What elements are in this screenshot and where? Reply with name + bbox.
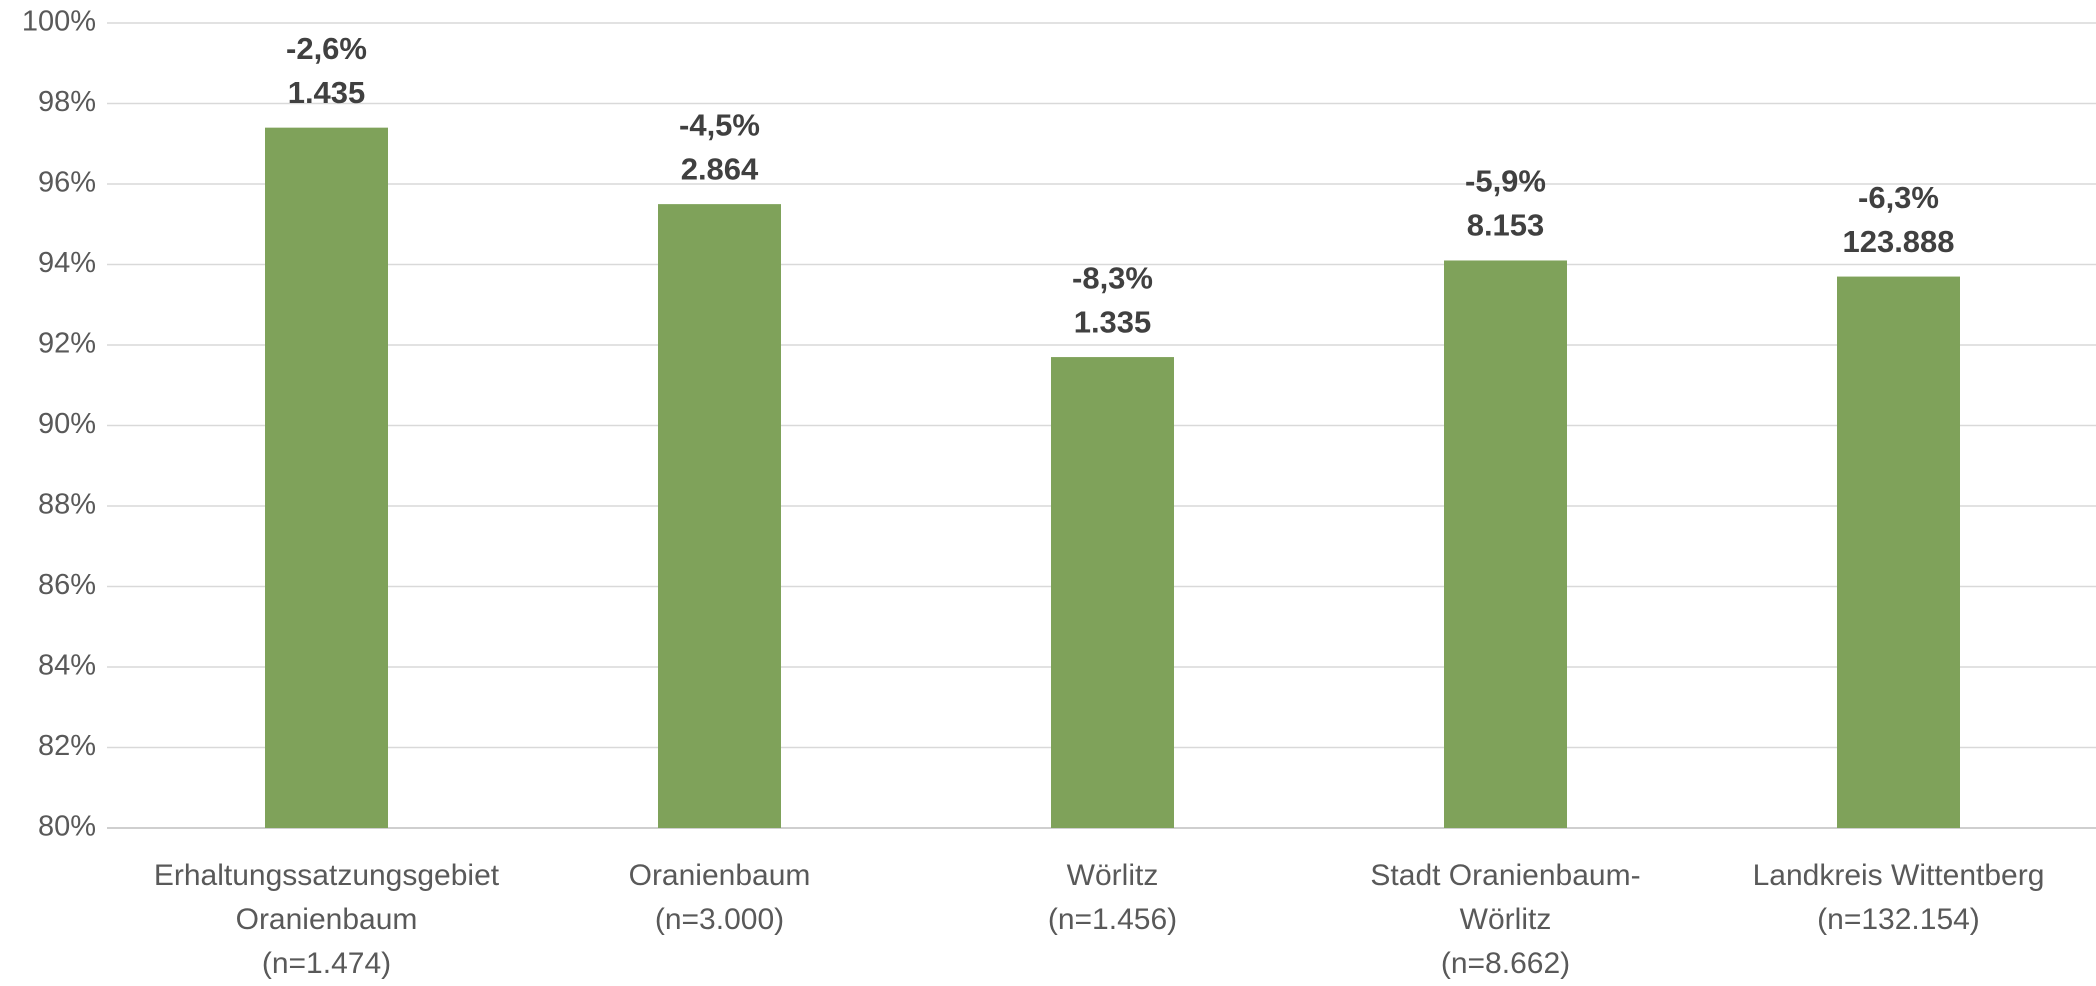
data-label: -5,9% [1465,164,1546,199]
y-tick-label: 84% [38,650,96,682]
bar [1837,276,1960,828]
bar [265,127,388,828]
data-label: -6,3% [1858,180,1939,215]
x-tick-label: Landkreis Wittentberg [1753,859,2045,892]
y-tick-label: 88% [38,489,96,521]
y-tick-label: 96% [38,167,96,199]
y-tick-label: 80% [38,811,96,843]
data-label: 8.153 [1467,208,1545,243]
data-label: -8,3% [1072,260,1153,295]
y-tick-label: 82% [38,730,96,762]
x-tick-label: Wörlitz [1460,903,1552,936]
x-tick-label: (n=8.662) [1441,947,1570,980]
y-tick-label: 94% [38,247,96,279]
x-tick-label: (n=3.000) [655,903,784,936]
x-tick-label: (n=132.154) [1817,903,1980,936]
data-label: 1.335 [1074,304,1152,339]
y-tick-label: 90% [38,408,96,440]
x-tick-label: Wörlitz [1067,859,1159,892]
y-tick-label: 98% [38,86,96,118]
x-tick-label: Oranienbaum [629,859,811,892]
x-tick-label: (n=1.474) [262,947,391,980]
y-tick-label: 92% [38,328,96,360]
data-label: 123.888 [1842,224,1954,259]
y-tick-label: 86% [38,569,96,601]
bar [1444,260,1567,829]
data-label: -4,5% [679,107,760,142]
x-tick-label: Stadt Oranienbaum- [1370,859,1640,892]
data-label: -2,6% [286,31,367,66]
bar [1051,357,1174,828]
y-tick-label: 100% [22,6,96,38]
x-tick-label: Erhaltungssatzungsgebiet [154,859,500,892]
x-tick-label: Oranienbaum [236,903,418,936]
data-label: 2.864 [681,151,759,186]
data-label: 1.435 [288,75,366,110]
x-tick-label: (n=1.456) [1048,903,1177,936]
bar [658,204,781,828]
